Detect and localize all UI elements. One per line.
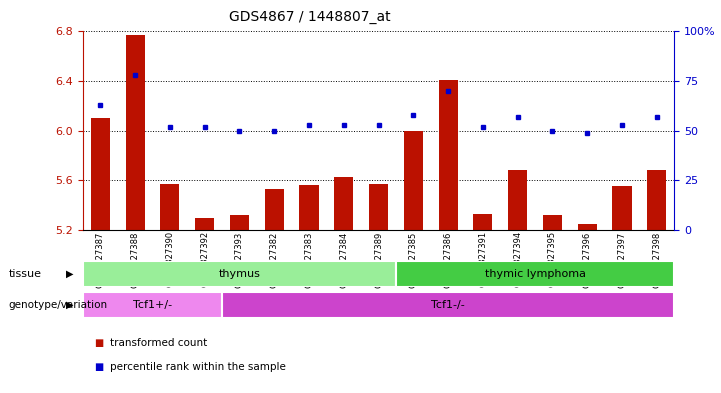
Bar — [369, 184, 388, 230]
Text: ■: ■ — [94, 362, 103, 373]
Bar — [647, 171, 666, 230]
Text: Tcf1-/-: Tcf1-/- — [431, 300, 465, 310]
Bar — [396, 261, 674, 287]
Bar — [543, 215, 562, 230]
Text: genotype/variation: genotype/variation — [9, 300, 107, 310]
Bar — [612, 187, 632, 230]
Text: ▶: ▶ — [66, 269, 74, 279]
Text: thymus: thymus — [218, 269, 260, 279]
Bar — [230, 215, 249, 230]
Bar — [222, 292, 674, 318]
Text: transformed count: transformed count — [110, 338, 207, 348]
Bar — [473, 214, 492, 230]
Text: tissue: tissue — [9, 269, 42, 279]
Bar — [265, 189, 284, 230]
Bar — [404, 130, 423, 230]
Bar — [438, 80, 458, 230]
Bar — [160, 184, 180, 230]
Text: ▶: ▶ — [66, 300, 74, 310]
Bar — [508, 171, 527, 230]
Text: percentile rank within the sample: percentile rank within the sample — [110, 362, 286, 373]
Bar — [195, 217, 214, 230]
Text: thymic lymphoma: thymic lymphoma — [485, 269, 585, 279]
Bar — [578, 224, 597, 230]
Text: Tcf1+/-: Tcf1+/- — [133, 300, 172, 310]
Bar — [83, 292, 222, 318]
Text: GDS4867 / 1448807_at: GDS4867 / 1448807_at — [229, 10, 391, 24]
Bar — [91, 118, 110, 230]
Bar — [125, 35, 145, 230]
Bar — [334, 176, 353, 230]
Text: ■: ■ — [94, 338, 103, 348]
Bar — [299, 185, 319, 230]
Bar — [83, 261, 396, 287]
